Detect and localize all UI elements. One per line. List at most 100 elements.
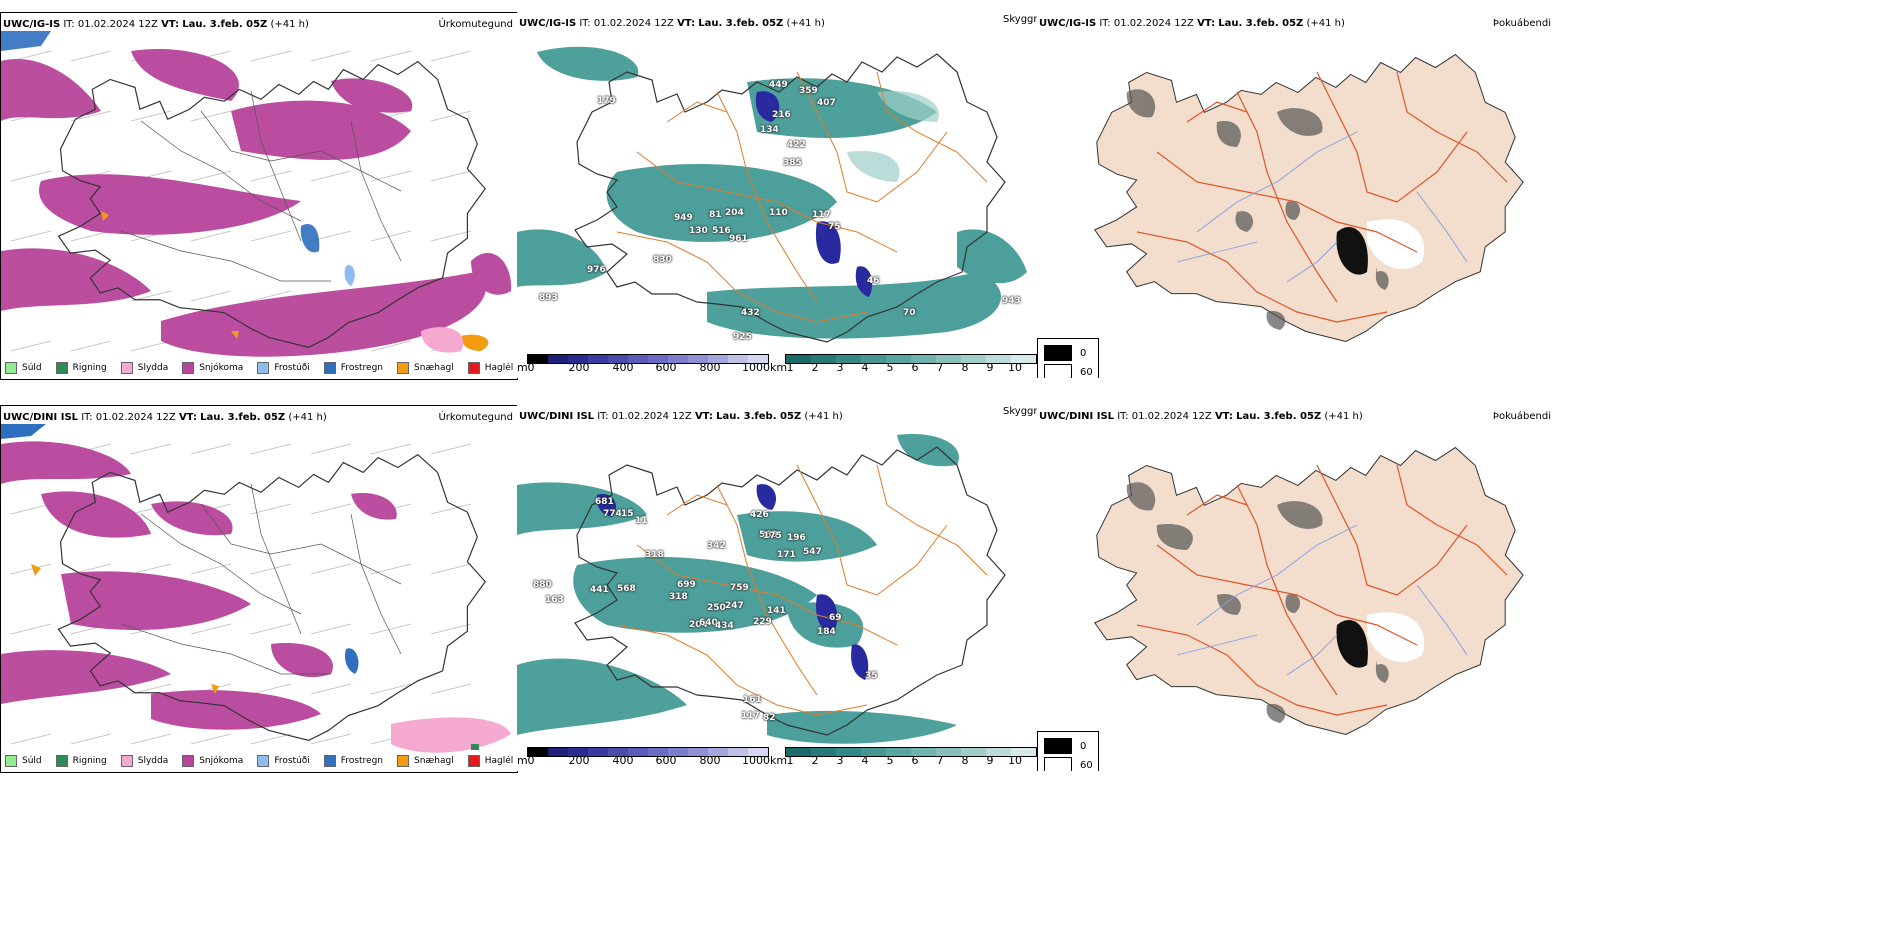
visibility-label: 204 <box>725 208 744 218</box>
colorbar-tick: 1 <box>786 754 794 767</box>
visibility-colorbar: m 0 200 400 600 800 1000 km 1 2 3 4 5 6 … <box>517 747 1037 769</box>
visibility-label: 247 <box>725 601 744 611</box>
legend-item-rigning: Rigning <box>55 755 107 767</box>
legend-swatch <box>5 362 17 374</box>
colorbar-km <box>785 354 1037 364</box>
panel-header: UWC/DINI ISL IT: 01.02.2024 12Z VT: Lau.… <box>1039 408 1553 428</box>
colorbar-unit-m: m <box>517 361 528 374</box>
valid-time: Lau. 3.feb. 05Z <box>698 18 784 29</box>
model-name: UWC/DINI ISL <box>1039 411 1115 422</box>
precip-panel-top: UWC/IG-IS IT: 01.02.2024 12Z VT: Lau. 3.… <box>0 12 518 380</box>
visibility-label: 81 <box>709 210 722 220</box>
valid-time: Lau. 3.feb. 05Z <box>716 411 802 422</box>
visibility-label: 35 <box>865 671 878 681</box>
legend-label: Rigning <box>72 363 107 373</box>
fog-legend-row: 0 <box>1044 738 1086 754</box>
issue-time: IT: 01.02.2024 12Z <box>1099 18 1194 29</box>
colorbar-tick: 8 <box>961 754 969 767</box>
legend-label: Slydda <box>137 756 169 766</box>
visibility-label: 976 <box>587 265 606 275</box>
colorbar-meters <box>527 747 769 757</box>
panel-kind: Úrkomutegund <box>438 19 513 30</box>
visibility-label: 15 <box>621 509 634 519</box>
colorbar-tick: 6 <box>911 754 919 767</box>
lead-time: (+41 h) <box>1306 18 1345 29</box>
legend-label: Frostregn <box>340 756 384 766</box>
colorbar-tick: 5 <box>886 754 894 767</box>
colorbar-tick: 7 <box>936 754 944 767</box>
legend-label: Snjókoma <box>199 756 244 766</box>
legend-item-frostudi: Frostúði <box>257 755 310 767</box>
legend-label: Frostúði <box>274 363 310 373</box>
valid-time: Lau. 3.feb. 05Z <box>200 412 286 423</box>
fog-legend-swatch <box>1044 345 1072 361</box>
colorbar-tick: 8 <box>961 361 969 374</box>
valid-time: Lau. 3.feb. 05Z <box>1236 411 1322 422</box>
visibility-label: 46 <box>867 276 880 286</box>
colorbar-meters <box>527 354 769 364</box>
model-name: UWC/IG-IS <box>519 18 577 29</box>
fog-map <box>1094 447 1524 735</box>
legend-label: Frostúði <box>274 756 310 766</box>
colorbar-tick: 0 <box>527 754 535 767</box>
visibility-label: 130 <box>689 226 708 236</box>
legend-item-sudld: Súld <box>5 362 42 374</box>
visibility-label: 69 <box>829 613 842 623</box>
model-name: UWC/IG-IS <box>3 19 61 30</box>
valid-time: Lau. 3.feb. 05Z <box>1218 18 1304 29</box>
colorbar-tick: 800 <box>699 361 721 374</box>
legend-swatch <box>397 362 410 374</box>
visibility-label: 11 <box>635 516 648 526</box>
colorbar-tick: 600 <box>655 361 677 374</box>
visibility-label: 426 <box>750 510 769 520</box>
legend-label: Slydda <box>137 363 169 373</box>
visibility-label: 925 <box>733 332 752 342</box>
lead-time: (+41 h) <box>786 18 825 29</box>
fog-legend: 0 60 <box>1037 731 1099 771</box>
colorbar-tick: 5 <box>886 361 894 374</box>
precip-panel-bottom: UWC/DINI ISL IT: 01.02.2024 12Z VT: Lau.… <box>0 405 518 773</box>
visibility-label: 422 <box>787 140 806 150</box>
issue-time: IT: 01.02.2024 12Z <box>1117 411 1212 422</box>
fog-legend-label: 0 <box>1080 347 1087 359</box>
fog-legend-swatch <box>1044 364 1072 378</box>
visibility-label: 342 <box>707 541 726 551</box>
precip-legend: Súld Rigning Slydda Snjókoma Frostúði Fr… <box>5 359 513 377</box>
visibility-label: 359 <box>799 86 818 96</box>
visibility-label: 432 <box>741 308 760 318</box>
legend-label: Haglél <box>484 363 514 373</box>
colorbar-tick: 200 <box>568 361 590 374</box>
issue-time: IT: 01.02.2024 12Z <box>81 412 176 423</box>
colorbar-tick: 6 <box>911 361 919 374</box>
legend-swatch <box>323 755 336 767</box>
legend-swatch <box>467 362 480 374</box>
fog-legend-label: 60 <box>1080 366 1093 378</box>
fog-legend-label: 0 <box>1080 740 1087 752</box>
colorbar-unit-km: km <box>770 361 788 374</box>
visibility-label: 699 <box>677 580 696 590</box>
visibility-label: 196 <box>787 533 806 543</box>
legend-item-frostudi: Frostúði <box>257 362 310 374</box>
visibility-label: 171 <box>777 550 796 560</box>
visibility-label: 880 <box>533 580 552 590</box>
visibility-label: 434 <box>715 621 734 631</box>
visibility-label: 568 <box>617 584 636 594</box>
legend-item-snjokoma: Snjókoma <box>182 362 243 374</box>
issue-time: IT: 01.02.2024 12Z <box>597 411 692 422</box>
fog-map <box>1094 54 1524 342</box>
issue-time: IT: 01.02.2024 12Z <box>63 19 158 30</box>
fog-panel-top: UWC/IG-IS IT: 01.02.2024 12Z VT: Lau. 3.… <box>1037 12 1555 378</box>
visibility-label: 318 <box>645 550 664 560</box>
visibility-label: 161 <box>743 695 762 705</box>
legend-item-frostregn: Frostregn <box>323 362 383 374</box>
issue-time: IT: 01.02.2024 12Z <box>579 18 674 29</box>
panel-kind: Úrkomutegund <box>438 412 513 423</box>
panel-kind: Þokuábendi <box>1492 411 1551 422</box>
lead-time: (+41 h) <box>804 411 843 422</box>
colorbar-tick: 10 <box>1008 361 1022 374</box>
legend-item-snaehagl: Snæhagl <box>397 362 454 374</box>
valid-time-label: VT: <box>694 411 713 422</box>
colorbar-tick: 800 <box>699 754 721 767</box>
visibility-label: 179 <box>597 96 616 106</box>
colorbar-tick: 4 <box>861 754 869 767</box>
